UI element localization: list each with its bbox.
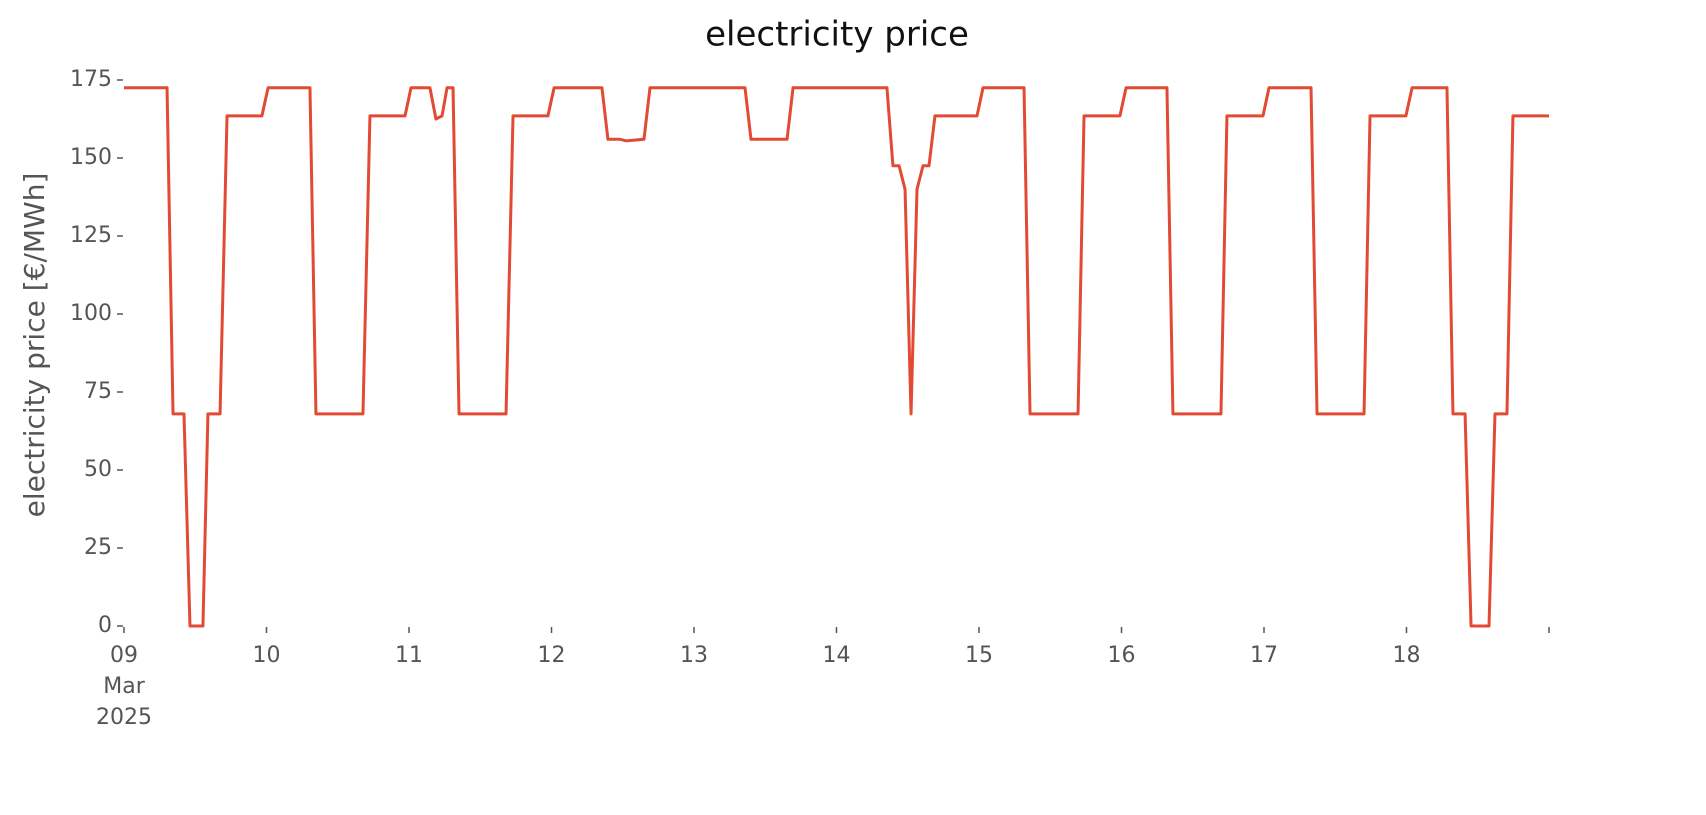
x-tick-label: 13 [680,643,708,668]
line-series [124,86,1549,628]
x-tick-label: 09 Mar 2025 [96,643,152,730]
y-tick-label: 50 [84,457,112,482]
y-tick-label: 150 [70,145,112,170]
y-tick-label: 100 [70,301,112,326]
y-tick-label: 75 [84,379,112,404]
x-tick-label: 14 [823,643,851,668]
y-axis-label: electricity price [€/MWh] [18,173,51,518]
x-tick-label: 18 [1393,643,1421,668]
x-tick-label: 11 [395,643,423,668]
x-tick-label: 17 [1250,643,1278,668]
x-tick-label: 10 [253,643,281,668]
y-tick-label: 125 [70,223,112,248]
y-tick-label: 25 [84,535,112,560]
x-tick-label: 15 [965,643,993,668]
x-tick-label: 16 [1108,643,1136,668]
chart-title: electricity price [705,15,969,55]
x-tick-label: 12 [538,643,566,668]
y-tick-label: 175 [70,67,112,92]
y-tick-label: 0 [98,613,112,638]
